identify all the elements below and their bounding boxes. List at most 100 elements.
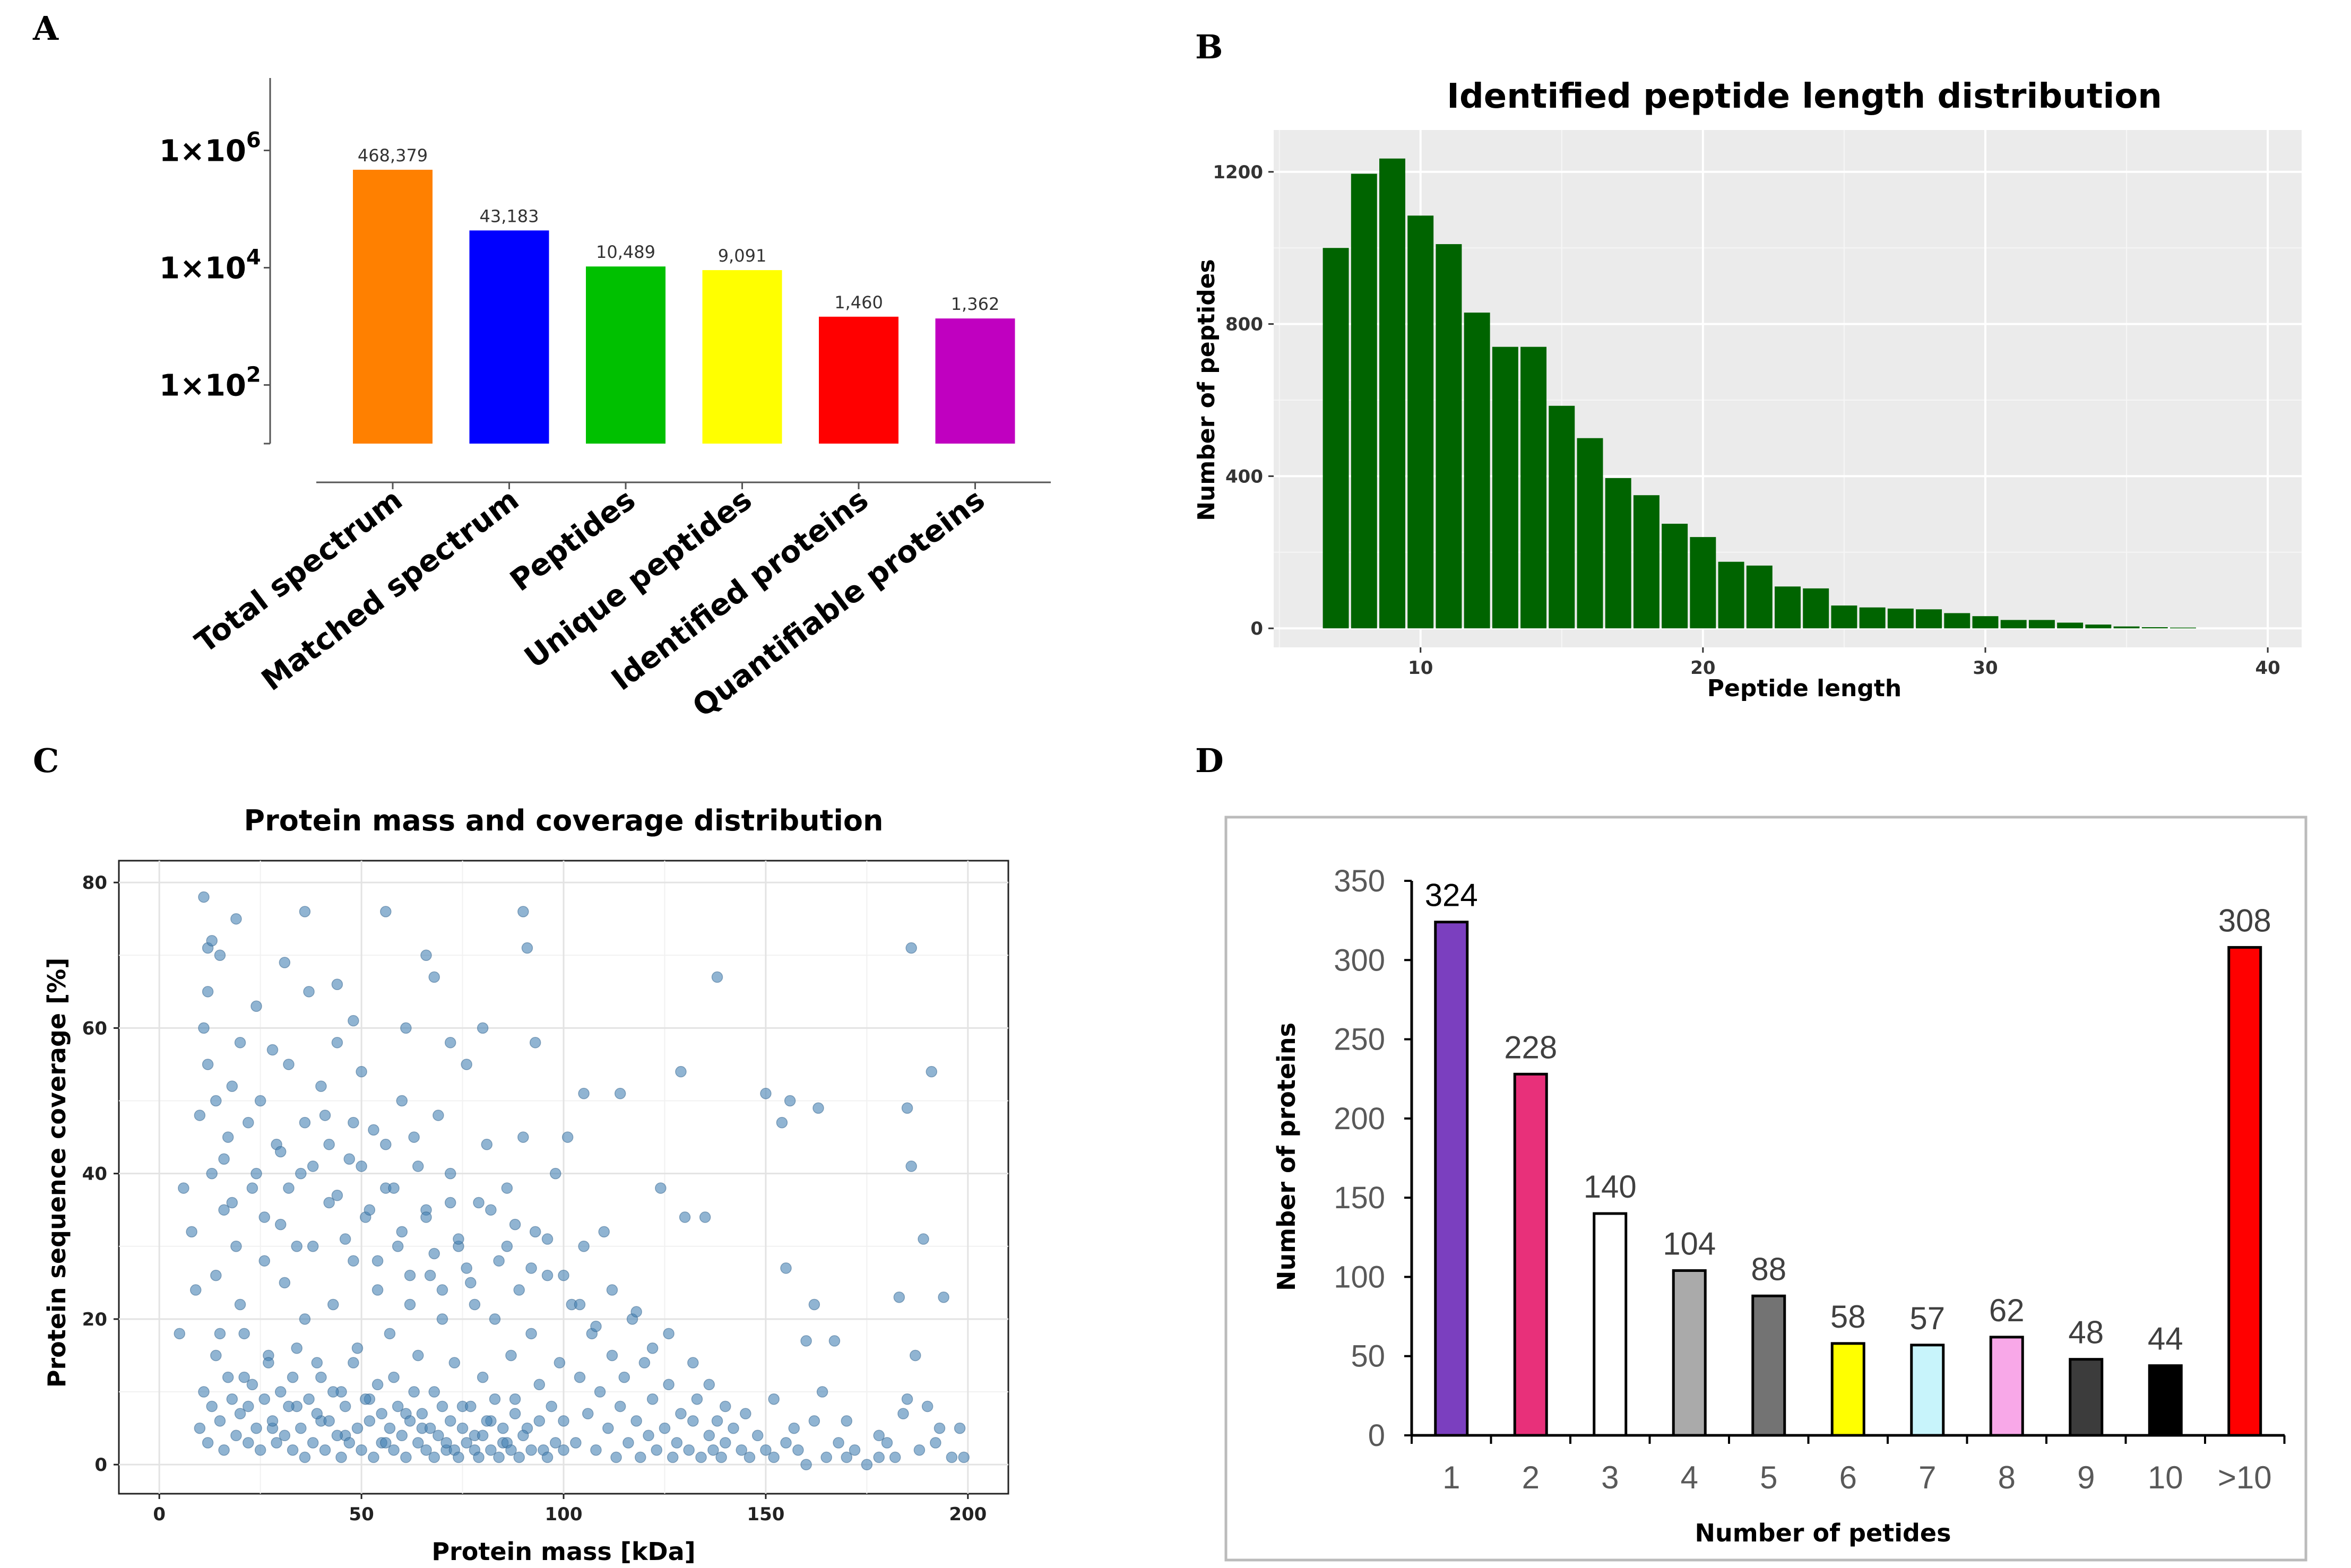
panel-c-point bbox=[760, 1088, 772, 1099]
panel-c-point bbox=[901, 1393, 913, 1405]
panel-c-point bbox=[901, 1102, 913, 1114]
panel-c-point bbox=[408, 1131, 420, 1143]
panel-c-letter: C bbox=[33, 741, 59, 780]
panel-c-point bbox=[513, 1451, 525, 1463]
panel-c-point bbox=[274, 1146, 287, 1158]
panel-b-bar bbox=[1803, 588, 1829, 629]
panel-c-point bbox=[299, 1451, 311, 1463]
panel-c-point bbox=[335, 1451, 347, 1463]
panel-c-point bbox=[348, 1255, 359, 1267]
panel-c-point bbox=[719, 1437, 731, 1449]
panel-d-y-label: Number of proteins bbox=[1272, 1023, 1301, 1291]
panel-d-bar-value-label: 104 bbox=[1663, 1226, 1716, 1261]
panel-c-point bbox=[194, 1422, 206, 1434]
panel-c-point bbox=[408, 1386, 420, 1398]
panel-c-point bbox=[279, 1430, 291, 1442]
panel-c-point bbox=[489, 1313, 501, 1325]
panel-d-bar-value-label: 324 bbox=[1425, 878, 1478, 913]
panel-c-point bbox=[230, 1241, 242, 1252]
panel-c-point bbox=[194, 1110, 206, 1121]
panel-c-point bbox=[574, 1298, 586, 1311]
panel-c-point bbox=[323, 1139, 335, 1150]
panel-c-point bbox=[719, 1400, 731, 1413]
panel-c-point bbox=[433, 1110, 444, 1121]
panel-d-bar-value-label: 228 bbox=[1504, 1029, 1557, 1065]
panel-c-point bbox=[683, 1444, 695, 1456]
panel-c-point bbox=[938, 1292, 949, 1303]
panel-c-point bbox=[380, 1139, 392, 1150]
panel-c-point bbox=[428, 971, 440, 983]
panel-c-point bbox=[930, 1437, 941, 1449]
panel-b-bar bbox=[1549, 405, 1575, 629]
panel-c-point bbox=[356, 1160, 367, 1172]
panel-c-point bbox=[440, 1437, 452, 1449]
panel-c-point bbox=[424, 1422, 436, 1434]
panel-c-point bbox=[331, 978, 343, 990]
panel-c-point bbox=[905, 942, 917, 954]
panel-c-point bbox=[582, 1408, 594, 1419]
panel-c-point bbox=[934, 1422, 946, 1434]
panel-c-point bbox=[274, 1386, 287, 1398]
panel-c-point bbox=[271, 1437, 282, 1449]
panel-c-point bbox=[687, 1357, 699, 1368]
panel-c-point bbox=[590, 1320, 602, 1332]
panel-d-bar bbox=[2227, 946, 2262, 1437]
panel-c-point bbox=[546, 1400, 557, 1413]
panel-b-y-label: Number of peptides bbox=[1193, 259, 1220, 521]
panel-c-point bbox=[384, 1328, 396, 1340]
panel-c-point bbox=[263, 1357, 274, 1368]
panel-c-point bbox=[319, 1444, 331, 1456]
panel-c-point bbox=[279, 957, 291, 968]
panel-c-point bbox=[606, 1284, 618, 1296]
panel-c-point bbox=[574, 1371, 586, 1383]
panel-c-point bbox=[558, 1269, 569, 1281]
panel-c-point bbox=[295, 1422, 307, 1434]
panel-c-point bbox=[202, 1059, 214, 1070]
panel-d-y-tick-label: 50 bbox=[1351, 1339, 1385, 1374]
panel-c-point bbox=[258, 1211, 271, 1223]
panel-c-point bbox=[339, 1233, 351, 1245]
panel-c-point bbox=[509, 1218, 521, 1231]
panel-c-point bbox=[465, 1400, 477, 1413]
panel-c-point bbox=[243, 1116, 254, 1129]
panel-c-point bbox=[356, 1065, 367, 1078]
panel-c-point bbox=[630, 1415, 642, 1427]
panel-c-point bbox=[283, 1400, 295, 1413]
panel-c-point bbox=[881, 1437, 893, 1449]
panel-c-point bbox=[444, 1037, 456, 1049]
panel-c-point bbox=[946, 1451, 958, 1463]
panel-c-point bbox=[578, 1241, 590, 1252]
panel-c-point bbox=[517, 1430, 529, 1442]
panel-d-bar-value-label: 62 bbox=[1989, 1293, 2025, 1328]
panel-c-point bbox=[561, 1131, 574, 1143]
panel-c-point bbox=[238, 1328, 250, 1340]
panel-c-point bbox=[436, 1284, 448, 1296]
panel-c-point bbox=[343, 1437, 355, 1449]
panel-d-bar bbox=[2069, 1358, 2104, 1437]
panel-d-bar-value-label: 88 bbox=[1751, 1251, 1786, 1287]
panel-c-point bbox=[780, 1437, 792, 1449]
panel-d-category-label: 6 bbox=[1839, 1460, 1857, 1495]
panel-c-y-tick-label: 0 bbox=[94, 1454, 107, 1476]
panel-b-bar bbox=[1746, 565, 1773, 629]
panel-b-bar bbox=[1775, 586, 1801, 629]
panel-d-category-label: 2 bbox=[1522, 1460, 1540, 1495]
panel-c-point bbox=[477, 1022, 489, 1034]
panel-c-point bbox=[477, 1371, 489, 1383]
panel-c-point bbox=[687, 1415, 699, 1427]
panel-c-point bbox=[303, 986, 315, 998]
panel-b-bar bbox=[1859, 607, 1886, 629]
panel-c-point bbox=[428, 1451, 440, 1463]
panel-c-point bbox=[371, 1284, 384, 1296]
panel-c-point bbox=[311, 1408, 323, 1419]
panel-d-category-label: 7 bbox=[1918, 1460, 1936, 1495]
panel-b-bar bbox=[2085, 624, 2112, 629]
panel-d-bar bbox=[1989, 1336, 2024, 1437]
panel-c-point bbox=[392, 1241, 404, 1252]
panel-c-x-tick-label: 50 bbox=[349, 1504, 374, 1525]
panel-c-point bbox=[893, 1292, 905, 1303]
panel-c-point bbox=[667, 1451, 679, 1463]
panel-c-point bbox=[404, 1269, 416, 1281]
panel-c-y-tick-label: 20 bbox=[82, 1309, 107, 1330]
panel-c-point bbox=[808, 1298, 820, 1311]
